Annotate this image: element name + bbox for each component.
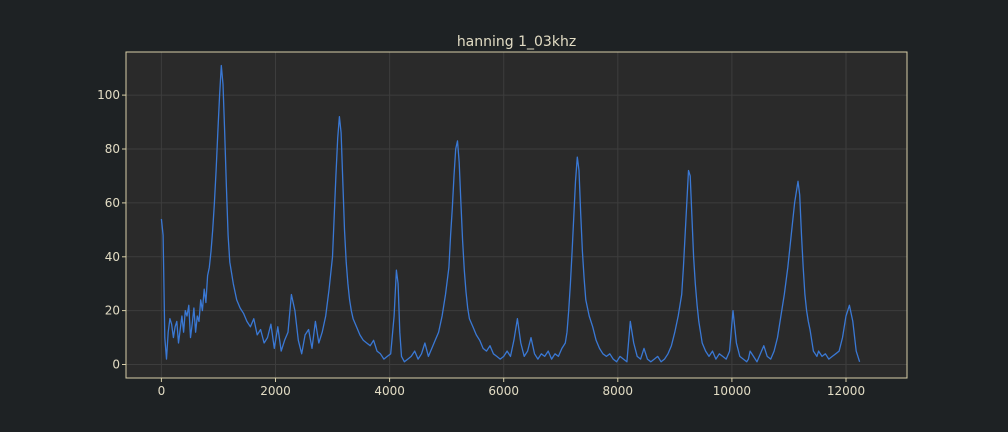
chart-title: hanning 1_03khz bbox=[457, 34, 576, 50]
x-tick-label: 4000 bbox=[374, 384, 405, 398]
y-tick-label: 100 bbox=[97, 88, 120, 102]
plot-background bbox=[126, 52, 907, 378]
x-tick-label: 0 bbox=[158, 384, 166, 398]
y-tick-label: 60 bbox=[105, 196, 120, 210]
x-tick-label: 2000 bbox=[260, 384, 291, 398]
y-tick-label: 20 bbox=[105, 304, 120, 318]
y-tick-label: 80 bbox=[105, 142, 120, 156]
x-tick-label: 12000 bbox=[827, 384, 865, 398]
y-tick-label: 40 bbox=[105, 250, 120, 264]
x-tick-label: 10000 bbox=[713, 384, 751, 398]
x-tick-label: 6000 bbox=[488, 384, 519, 398]
y-tick-label: 0 bbox=[112, 358, 120, 372]
x-tick-label: 8000 bbox=[603, 384, 634, 398]
